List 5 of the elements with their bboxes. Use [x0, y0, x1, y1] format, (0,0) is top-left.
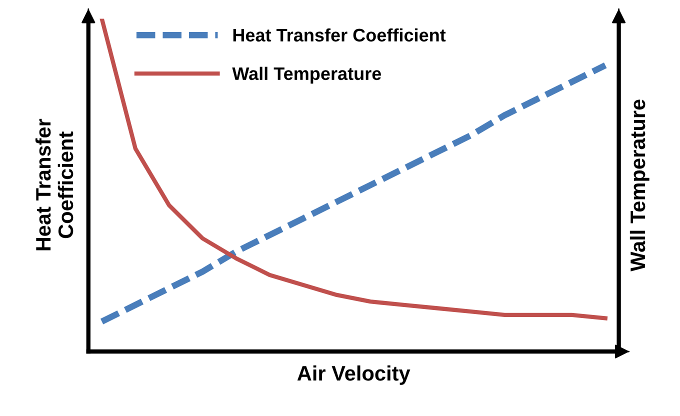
y2-axis-title: Wall Temperature	[630, 100, 650, 272]
y-axis-title: Heat Transfer Coefficient	[35, 118, 74, 250]
legend-label: Heat Transfer Coefficient	[233, 28, 446, 42]
x-axis-title: Air Velocity	[297, 365, 410, 385]
legend-label: Wall Temperature	[232, 66, 382, 84]
